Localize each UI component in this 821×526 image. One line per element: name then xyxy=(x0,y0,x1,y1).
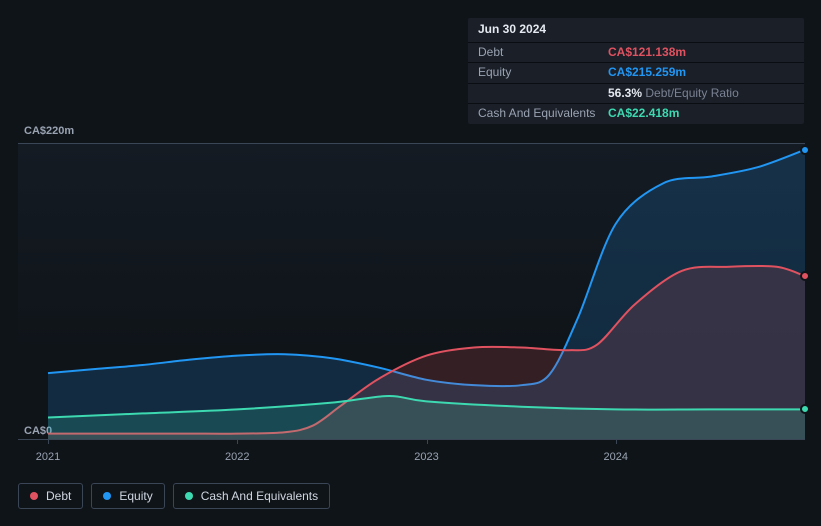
legend-label: Cash And Equivalents xyxy=(201,489,318,503)
x-tick-mark xyxy=(616,439,617,444)
x-tick-label: 2024 xyxy=(604,451,628,463)
y-axis-max-label: CA$220m xyxy=(24,125,74,137)
tooltip-row-value: 56.3% Debt/Equity Ratio xyxy=(608,86,739,102)
legend-item-debt[interactable]: Debt xyxy=(18,483,83,509)
tooltip-row-label: Cash And Equivalents xyxy=(478,106,608,122)
chart-baseline xyxy=(18,439,805,440)
legend-label: Equity xyxy=(119,489,152,503)
tooltip-row-label: Equity xyxy=(478,65,608,81)
tooltip-row: EquityCA$215.259m xyxy=(468,62,804,83)
tooltip-row-value: CA$121.138m xyxy=(608,45,686,61)
legend-item-equity[interactable]: Equity xyxy=(91,483,164,509)
chart-legend: Debt Equity Cash And Equivalents xyxy=(18,483,330,509)
tooltip-row-label: Debt xyxy=(478,45,608,61)
x-tick-mark xyxy=(48,439,49,444)
series-end-marker-cash-and-equivalents xyxy=(800,404,810,414)
legend-label: Debt xyxy=(46,489,71,503)
tooltip-row-value: CA$22.418m xyxy=(608,106,679,122)
tooltip-row-label xyxy=(478,86,608,102)
tooltip-row: DebtCA$121.138m xyxy=(468,42,804,63)
x-tick-label: 2023 xyxy=(414,451,438,463)
tooltip-date: Jun 30 2024 xyxy=(468,18,804,42)
series-end-marker-equity xyxy=(800,145,810,155)
tooltip-rows: DebtCA$121.138mEquityCA$215.259m56.3% De… xyxy=(468,42,804,124)
series-end-marker-debt xyxy=(800,271,810,281)
x-tick-mark xyxy=(427,439,428,444)
x-tick-label: 2021 xyxy=(36,451,60,463)
x-tick-label: 2022 xyxy=(225,451,249,463)
legend-dot-icon xyxy=(185,492,193,500)
legend-dot-icon xyxy=(103,492,111,500)
tooltip-row-value: CA$215.259m xyxy=(608,65,686,81)
tooltip-row: 56.3% Debt/Equity Ratio xyxy=(468,83,804,104)
chart-svg xyxy=(18,143,805,439)
chart-tooltip: Jun 30 2024 DebtCA$121.138mEquityCA$215.… xyxy=(468,18,804,124)
tooltip-row: Cash And EquivalentsCA$22.418m xyxy=(468,103,804,124)
x-tick-mark xyxy=(237,439,238,444)
legend-item-cash-and-equivalents[interactable]: Cash And Equivalents xyxy=(173,483,330,509)
legend-dot-icon xyxy=(30,492,38,500)
